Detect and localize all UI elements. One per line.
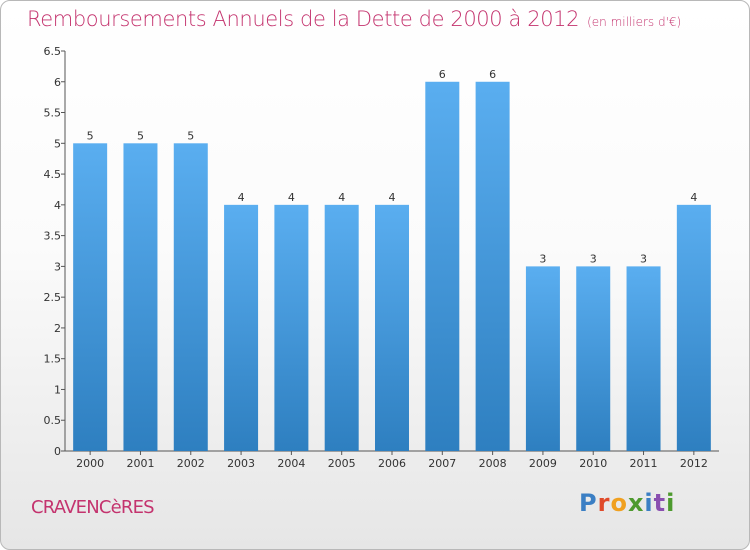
bar [525,266,560,451]
y-tick-label: 0 [54,445,61,458]
y-tick-label: 2.5 [44,291,62,304]
x-tick-label: 2001 [126,457,154,470]
x-tick-label: 2004 [277,457,305,470]
y-tick-label: 4.5 [44,168,62,181]
bar-value-label: 5 [87,129,94,142]
bar-value-label: 3 [590,252,597,265]
x-tick-label: 2003 [227,457,255,470]
x-tick-label: 2007 [428,457,456,470]
chart-title-text: Remboursements Annuels de la Dette de 20… [27,7,580,31]
y-tick-label: 1 [54,383,61,396]
bar-value-label: 4 [238,191,245,204]
y-tick-label: 5.5 [44,107,62,120]
bar [274,204,309,451]
bar-value-label: 5 [187,129,194,142]
chart-unit: (en milliers d'€) [587,15,682,29]
y-tick-label: 6 [54,76,61,89]
logo-letter: P [579,489,598,517]
bar [324,204,359,451]
y-axis: 0 0.5 1 1.5 2 2.5 3 3.5 4 4.5 5 5.5 6 6.5 [44,45,66,458]
x-tick-label: 2008 [479,457,507,470]
bar-value-label: 3 [539,252,546,265]
x-tick-label: 2005 [328,457,356,470]
bar [475,81,510,452]
logo-letter: o [610,489,628,517]
bar [626,266,661,451]
logo-letter: t [653,489,667,517]
chart-title: Remboursements Annuels de la Dette de 20… [27,7,681,31]
x-tick-label: 2002 [177,457,205,470]
commune-name: CRAVENCèRES [31,497,155,518]
bar [375,204,409,451]
bar [224,204,259,451]
y-tick-label: 1.5 [44,353,62,366]
bar-value-label: 4 [690,191,697,204]
bar-value-label: 4 [288,191,295,204]
logo-letter: i [666,489,676,517]
x-tick-label: 2010 [579,457,607,470]
y-tick-label: 5 [54,137,61,150]
logo-letter: x [627,489,645,517]
bar-value-label: 4 [389,191,396,204]
y-tick-label: 6.5 [44,45,62,58]
y-tick-label: 0.5 [44,414,62,427]
proxiti-logo: Proxiti [579,489,675,517]
bar-value-label: 5 [137,129,144,142]
x-tick-label: 2006 [378,457,406,470]
y-tick-label: 4 [54,199,61,212]
bar-value-label: 6 [439,68,446,81]
bar [676,204,711,451]
x-tick-label: 2012 [680,457,708,470]
x-tick-label: 2000 [76,457,104,470]
y-tick-label: 3 [54,260,61,273]
bar-value-label: 4 [338,191,345,204]
bar [123,143,158,452]
logo-letter: i [644,489,654,517]
bar-value-label: 6 [489,68,496,81]
y-tick-label: 3.5 [44,230,62,243]
x-tick-label: 2011 [630,457,658,470]
bar-value-label: 3 [640,252,647,265]
bar [173,143,208,452]
x-tick-label: 2009 [529,457,557,470]
bar [73,143,108,452]
x-axis: 2000 2001 2002 2003 2004 2005 2006 2007 2008 2009… [65,450,719,470]
bar [425,81,460,452]
logo-letter: r [597,489,611,517]
bar-series: 5 5 5 4 4 4 4 6 6 3 3 3 4 [73,68,711,452]
bar [576,266,611,451]
y-tick-label: 2 [54,322,61,335]
